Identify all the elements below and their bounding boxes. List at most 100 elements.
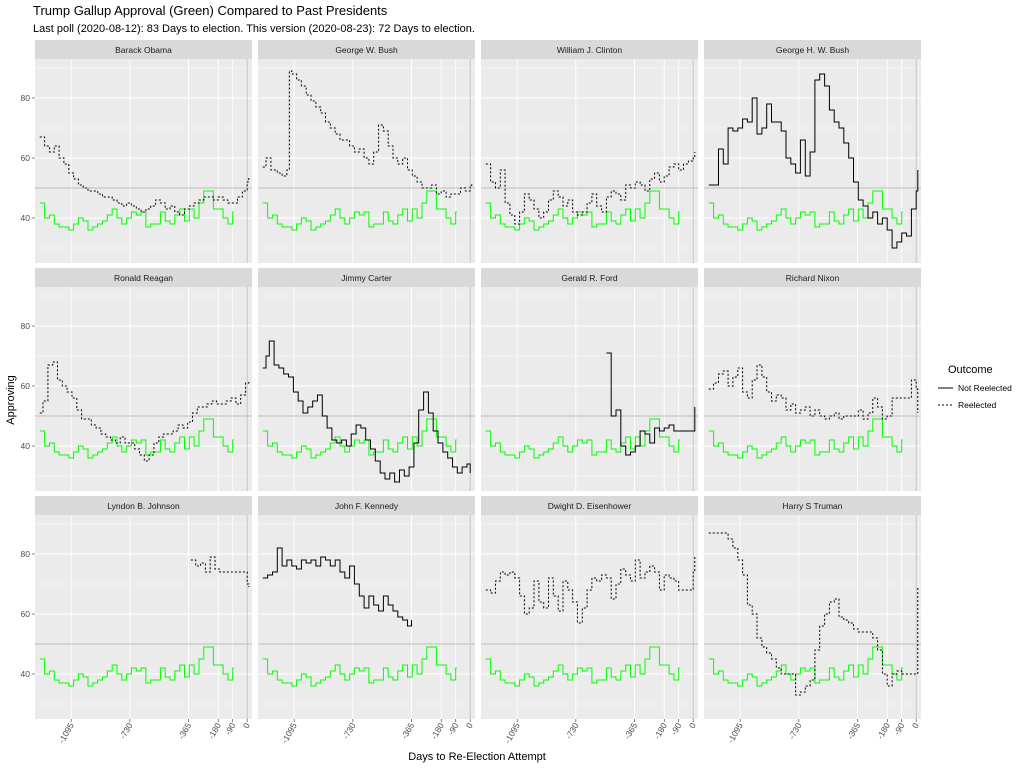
facet-strip-label: Ronald Reagan [114, 273, 173, 283]
facet-strip-label: Dwight D. Eisenhower [548, 501, 632, 511]
president-series-line [485, 557, 696, 624]
plot-background [258, 287, 475, 491]
x-tick-label: 0 [464, 721, 475, 730]
plot-background [258, 59, 475, 263]
president-series-line [39, 136, 250, 216]
facet-strip-label: Barack Obama [115, 45, 172, 55]
facet-strip-label: Lyndon B. Johnson [107, 501, 180, 511]
facet-strip-label: Richard Nixon [786, 273, 840, 283]
x-tick-label: 0 [241, 721, 252, 730]
x-tick-label: -90 [446, 721, 461, 737]
president-series-line [708, 73, 919, 249]
y-tick-label: 40 [21, 213, 31, 223]
plot-background [704, 287, 921, 491]
y-tick-label: 60 [21, 381, 31, 391]
x-tick-label: -180 [652, 721, 669, 741]
trump-series-line [262, 190, 457, 231]
facet-strip [258, 496, 475, 515]
trump-series-line [262, 418, 457, 459]
y-axis-title: Approving [5, 375, 17, 425]
president-series-line [485, 152, 696, 225]
x-tick-label: -1095 [502, 721, 522, 745]
trump-series-line [262, 646, 457, 687]
facet-strip [481, 268, 698, 287]
facet-gerald-r-ford: Gerald R. Ford [481, 268, 698, 491]
y-tick-label: 40 [21, 669, 31, 679]
facet-strip-label: George H. W. Bush [776, 45, 849, 55]
x-tick-label: -1095 [279, 721, 299, 745]
plot-background [704, 515, 921, 719]
facet-george-h-w-bush: George H. W. Bush [704, 40, 921, 263]
plot-background [481, 515, 698, 719]
facet-strip-label: Gerald R. Ford [561, 273, 617, 283]
facet-strip-label: Jimmy Carter [341, 273, 392, 283]
legend: Outcome Not Reelected Reelected [938, 364, 1012, 410]
x-tick-label: -365 [622, 721, 639, 741]
legend-label-reelected: Reelected [958, 400, 997, 410]
trump-series-line [39, 418, 234, 459]
facet-barack-obama: Barack Obama 40 60 80 [21, 40, 252, 263]
plot-background [481, 59, 698, 263]
x-tick-label: -365 [399, 721, 416, 741]
trump-series-line [39, 646, 234, 687]
facet-george-w-bush: George W. Bush [258, 40, 475, 263]
facet-strip [35, 496, 252, 515]
facet-strip [35, 268, 252, 287]
x-tick-label: -365 [845, 721, 862, 741]
president-series-line [39, 361, 250, 462]
chart-title: Trump Gallup Approval (Green) Compared t… [33, 3, 388, 18]
chart-subtitle: Last poll (2020-08-12): 83 Days to elect… [33, 23, 475, 35]
y-tick-label: 60 [21, 153, 31, 163]
x-tick-label: 0 [910, 721, 921, 730]
facet-strip [35, 40, 252, 59]
y-tick-label: 40 [21, 441, 31, 451]
x-tick-label: -730 [340, 721, 357, 741]
x-tick-label: -730 [117, 721, 134, 741]
trump-series-line [39, 190, 234, 231]
trump-series-line [708, 190, 903, 231]
x-tick-label: -365 [176, 721, 193, 741]
facet-lyndon-b-johnson: Lyndon B. Johnson 40 60 80 -1095 -730 -365 -180… [21, 496, 252, 745]
president-series-line [606, 352, 696, 456]
x-tick-label: -180 [206, 721, 223, 741]
x-tick-label: -1095 [725, 721, 745, 745]
facet-strip [481, 40, 698, 59]
facet-ronald-reagan: Ronald Reagan 40 60 80 [21, 268, 252, 491]
facet-strip [258, 268, 475, 287]
facet-panels: Barack Obama 40 60 80 George W. Bush William … [21, 40, 921, 745]
facet-strip-label: Harry S Truman [783, 501, 843, 511]
y-tick-label: 60 [21, 609, 31, 619]
facet-strip [704, 40, 921, 59]
president-series-line [708, 532, 919, 696]
facet-strip-label: George W. Bush [335, 45, 398, 55]
plot-background [481, 287, 698, 491]
x-tick-label: 0 [687, 721, 698, 730]
facet-strip-label: John F. Kennedy [335, 501, 399, 511]
plot-background [35, 59, 252, 263]
facet-richard-nixon: Richard Nixon [704, 268, 921, 491]
trump-series-line [708, 418, 903, 459]
facet-strip [704, 496, 921, 515]
x-tick-label: -730 [786, 721, 803, 741]
plot-background [704, 59, 921, 263]
trump-series-line [485, 418, 680, 459]
x-tick-label: -730 [563, 721, 580, 741]
x-tick-label: -90 [223, 721, 238, 737]
facet-strip [704, 268, 921, 287]
y-tick-label: 80 [21, 321, 31, 331]
trump-series-line [708, 646, 903, 687]
plot-background [35, 515, 252, 719]
x-tick-label: -90 [669, 721, 684, 737]
x-tick-label: -180 [429, 721, 446, 741]
facet-strip [258, 40, 475, 59]
plot-background [258, 515, 475, 719]
facet-william-j-clinton: William J. Clinton [481, 40, 698, 263]
trump-series-line [485, 646, 680, 687]
legend-title: Outcome [948, 364, 993, 376]
president-series-line [708, 364, 919, 420]
y-tick-label: 80 [21, 93, 31, 103]
trump-series-line [485, 190, 680, 231]
president-series-line [190, 556, 250, 587]
facet-john-f-kennedy: John F. Kennedy -1095 -730 -365 -180 -90 0 [258, 496, 475, 745]
